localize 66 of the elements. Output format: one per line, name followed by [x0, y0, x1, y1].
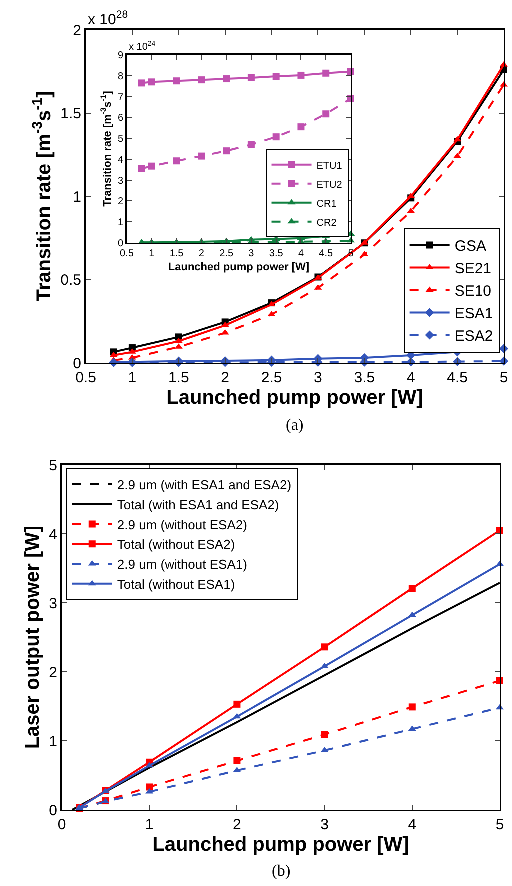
y-tick-label: 1.5 [60, 106, 82, 122]
x-tick-label: 1.5 [168, 370, 190, 386]
legend-label: ETU1 [316, 160, 343, 172]
y-tick-label: 5 [49, 457, 58, 474]
x-tick-label: 2 [221, 370, 230, 386]
legend-label: ETU2 [316, 180, 343, 191]
y-tick-label: 3 [118, 176, 124, 187]
y-tick-label: 2 [49, 664, 58, 682]
y-tick-label: 4 [49, 526, 58, 544]
legend-label: SE21 [454, 260, 492, 278]
x-tick-label: 1.5 [170, 248, 184, 260]
x-tick-label: 1 [145, 816, 154, 834]
y-tick-label: 0 [118, 238, 124, 250]
x-tick-label: 5 [496, 816, 504, 834]
legend-label: Total (without ESA2) [117, 537, 236, 552]
x-tick-label: 4.5 [447, 370, 468, 386]
y-tick-label: 0 [49, 802, 58, 820]
y-tick-label: 3 [49, 595, 58, 612]
y-tick-label: 2 [118, 196, 124, 208]
legend-label: CR2 [316, 218, 338, 229]
text: (a) [286, 417, 304, 434]
y-tick-label: 1 [73, 188, 82, 206]
y-tick-label: 8 [118, 71, 124, 82]
legend-label: 2.9 um (with ESA1 and ESA2) [117, 477, 292, 492]
text: x 10$^{28}$ [88, 9, 128, 28]
x-tick-label: 3 [320, 816, 329, 834]
x-tick-label: 4 [406, 370, 416, 386]
x-tick-label: 2 [198, 248, 205, 260]
y-tick-label: 6 [118, 113, 124, 124]
y-tick-label: 0 [73, 355, 82, 372]
x-tick-label: 3.5 [269, 248, 284, 260]
y-tick-label: 0.5 [60, 272, 82, 289]
x-tick-label: 1 [128, 370, 137, 386]
x-tick-label: 3.5 [354, 370, 376, 386]
x-axis-title: Launched pump power [W] [168, 261, 310, 274]
y-tick-label: 7 [118, 92, 124, 104]
x-tick-label: 3 [314, 370, 322, 386]
x-tick-label: 4 [408, 816, 417, 834]
legend-label: SE10 [454, 283, 492, 300]
annotation: x 10$^{24}$ [129, 41, 156, 54]
x-tick-label: 1 [149, 248, 156, 260]
legend-label: 2.9 um (without ESA2) [117, 517, 248, 532]
x-tick-label: 4.5 [319, 248, 334, 260]
legend-label: ESA2 [454, 328, 494, 346]
y-tick-label: 2 [73, 22, 82, 40]
x-tick-label: 4 [298, 248, 304, 260]
x-tick-label: 2.5 [220, 248, 234, 260]
x-tick-label: 2 [233, 816, 242, 834]
x-axis-title: Launched pump power [W] [152, 834, 410, 856]
legend-label: Total (without ESA1) [117, 576, 236, 592]
y-tick-label: 4 [118, 154, 124, 166]
x-axis-title: Launched pump power [W] [166, 386, 424, 409]
x-tick-label: 2.5 [261, 370, 282, 386]
text: (b) [272, 863, 291, 880]
y-tick-label: 1 [118, 218, 124, 229]
legend-label: CR1 [316, 198, 338, 210]
y-tick-label: 9 [118, 50, 124, 62]
legend-label: GSA [454, 238, 487, 256]
y-axis-title: Laser output power [W] [22, 526, 44, 750]
x-tick-label: 5 [500, 370, 508, 386]
legend-label: ESA1 [454, 306, 494, 323]
legend-label: 2.9 um (without ESA1) [117, 557, 248, 572]
legend-label: Total (with ESA1 and ESA2) [117, 497, 280, 512]
x-tick-label: 3 [248, 248, 255, 260]
y-tick-label: 5 [118, 134, 124, 146]
y-tick-label: 1 [49, 733, 58, 750]
